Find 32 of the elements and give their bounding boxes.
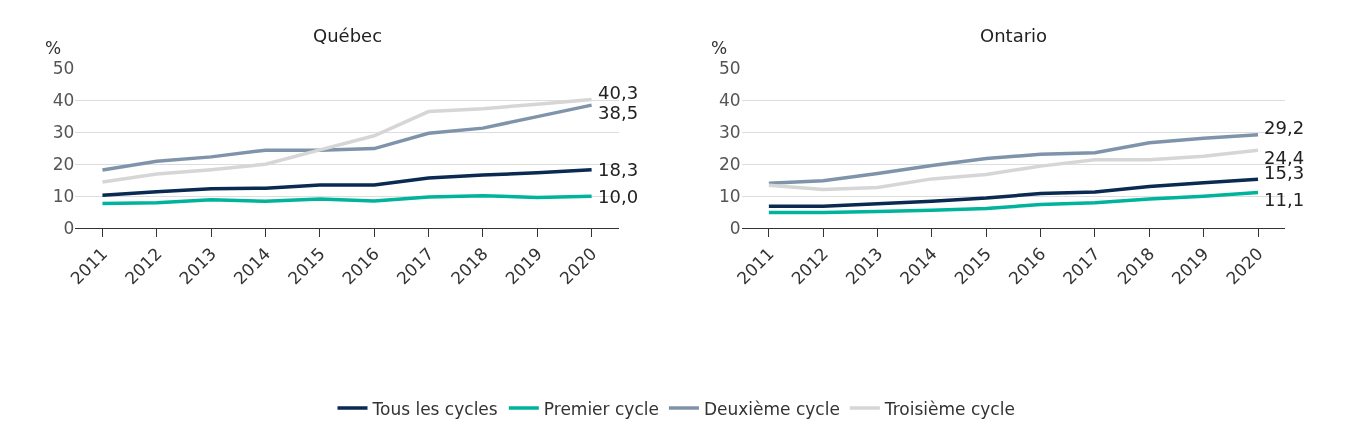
y-tick-label: 50: [719, 58, 741, 79]
chart-title: Québec: [313, 25, 383, 46]
data-label: 40,3: [598, 82, 639, 103]
y-tick-label: 10: [52, 186, 75, 207]
y-tick-label: 20: [52, 154, 75, 175]
y-tick-label: 20: [719, 154, 741, 175]
line-series: [100, 194, 594, 206]
legend-label: Tous les cycles: [371, 398, 498, 419]
line-series: [100, 103, 594, 172]
data-label: 11,1: [1264, 189, 1305, 210]
y-axis-title: %: [711, 38, 728, 58]
y-tick-label: 50: [52, 58, 75, 79]
y-tick-label: 30: [52, 122, 75, 143]
y-tick-label: 40: [52, 90, 75, 111]
y-axis-title: %: [45, 38, 62, 58]
data-label: 29,2: [1264, 117, 1305, 138]
line-series: [767, 133, 1260, 186]
legend-label: Troisième cycle: [883, 398, 1015, 419]
y-tick-label: 30: [719, 122, 741, 143]
line-series: [100, 167, 594, 197]
chart-title: Ontario: [980, 25, 1048, 46]
y-tick-label: 40: [719, 90, 741, 111]
line-series: [767, 177, 1260, 209]
legend-label: Premier cycle: [543, 398, 659, 419]
y-tick-label: 10: [719, 186, 741, 207]
data-label: 10,0: [598, 186, 639, 207]
data-label: 38,5: [598, 102, 639, 123]
legend-label: Deuxième cycle: [703, 398, 840, 419]
line-series: [767, 190, 1260, 215]
y-tick-label: 0: [729, 218, 741, 238]
data-label: 18,3: [598, 159, 639, 180]
y-tick-label: 0: [63, 218, 75, 238]
